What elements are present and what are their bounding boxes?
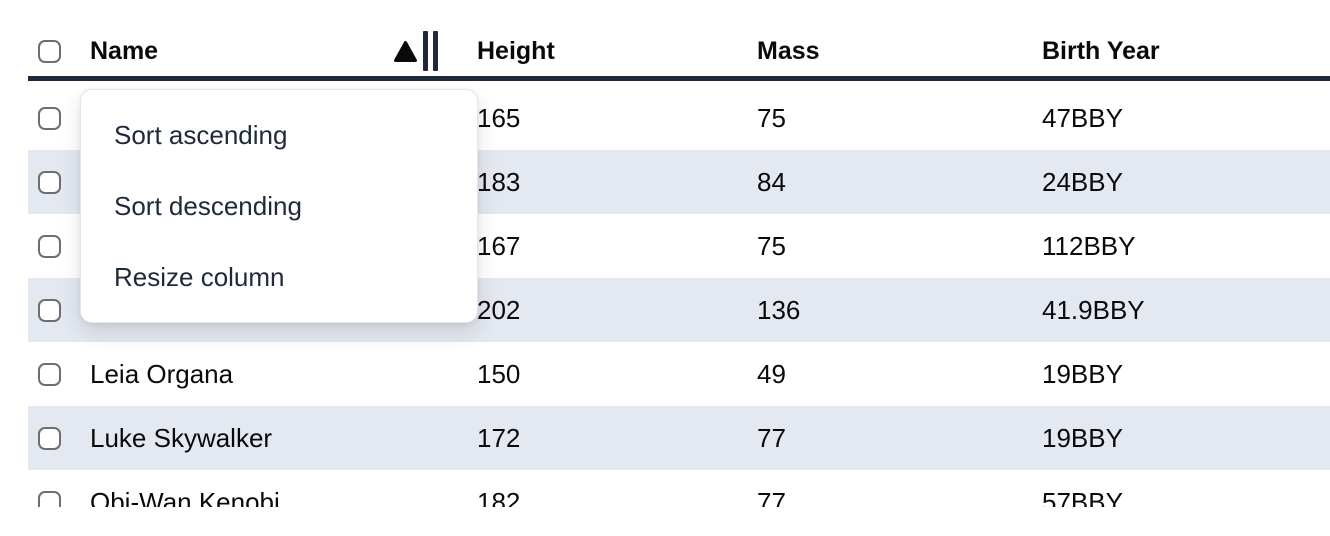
cell-mass: 136 (757, 294, 801, 325)
select-all-cell (28, 39, 80, 63)
sort-ascending-icon (394, 40, 417, 62)
row-checkbox[interactable] (38, 362, 61, 386)
cell-height: 183 (477, 166, 521, 197)
row-checkbox[interactable] (38, 298, 61, 322)
table-row[interactable]: 167 75 112BBY (28, 214, 1330, 278)
cell-mass: 77 (757, 486, 786, 508)
row-checkbox-cell (28, 362, 80, 386)
menu-item-resize-column[interactable]: Resize column (114, 262, 285, 292)
cell-height: 165 (477, 102, 521, 133)
row-checkbox-cell (28, 490, 80, 507)
cell-birth-year: 47BBY (1042, 102, 1123, 133)
cell-name: Leia Organa (90, 358, 234, 389)
cell-height: 202 (477, 294, 521, 325)
row-checkbox-cell (28, 106, 80, 130)
column-header-name[interactable]: Name (80, 26, 477, 76)
cell-birth-year: 24BBY (1042, 166, 1123, 197)
cell-height: 150 (477, 358, 521, 389)
resize-bar-icon (433, 31, 438, 71)
resize-bar-icon (423, 31, 428, 71)
cell-birth-year: 41.9BBY (1042, 294, 1145, 325)
column-resize-handle[interactable] (423, 31, 438, 71)
table-row[interactable]: Leia Organa 150 49 19BBY (28, 342, 1330, 406)
row-checkbox-cell (28, 234, 80, 258)
menu-item-sort-ascending[interactable]: Sort ascending (114, 120, 288, 150)
table-row[interactable]: 165 75 47BBY (28, 86, 1330, 150)
cell-birth-year: 112BBY (1042, 230, 1136, 261)
cell-mass: 84 (757, 166, 786, 197)
select-all-checkbox[interactable] (38, 39, 61, 63)
row-checkbox[interactable] (38, 490, 61, 507)
cell-name: Obi-Wan Kenobi (90, 486, 280, 508)
column-header-name-label: Name (90, 36, 159, 65)
cell-height: 172 (477, 422, 521, 453)
row-checkbox-cell (28, 426, 80, 450)
row-checkbox[interactable] (38, 170, 61, 194)
cell-mass: 49 (757, 358, 786, 389)
menu-item-sort-descending[interactable]: Sort descending (114, 191, 302, 221)
cell-birth-year: 57BBY (1042, 486, 1123, 508)
cell-birth-year: 19BBY (1042, 422, 1123, 453)
cell-mass: 75 (757, 102, 786, 133)
column-header-birth-year[interactable]: Birth Year (1042, 36, 1160, 65)
table-row[interactable]: Luke Skywalker 172 77 19BBY (28, 406, 1330, 470)
cell-height: 167 (477, 230, 521, 261)
row-checkbox-cell (28, 170, 80, 194)
cell-height: 182 (477, 486, 521, 508)
column-header-mass[interactable]: Mass (757, 36, 820, 65)
cell-birth-year: 19BBY (1042, 358, 1123, 389)
row-checkbox[interactable] (38, 426, 61, 450)
table-row[interactable]: Obi-Wan Kenobi 182 77 57BBY (28, 470, 1330, 507)
cell-name: Luke Skywalker (90, 422, 273, 453)
row-checkbox-cell (28, 298, 80, 322)
row-checkbox[interactable] (38, 234, 61, 258)
column-header-height[interactable]: Height (477, 36, 555, 65)
cell-mass: 77 (757, 422, 786, 453)
column-context-menu: Sort ascending Sort descending Resize colu… (80, 89, 478, 323)
row-checkbox[interactable] (38, 106, 61, 130)
cell-mass: 75 (757, 230, 786, 261)
table-header-row: Name Height Mass Birth Year (28, 0, 1330, 81)
